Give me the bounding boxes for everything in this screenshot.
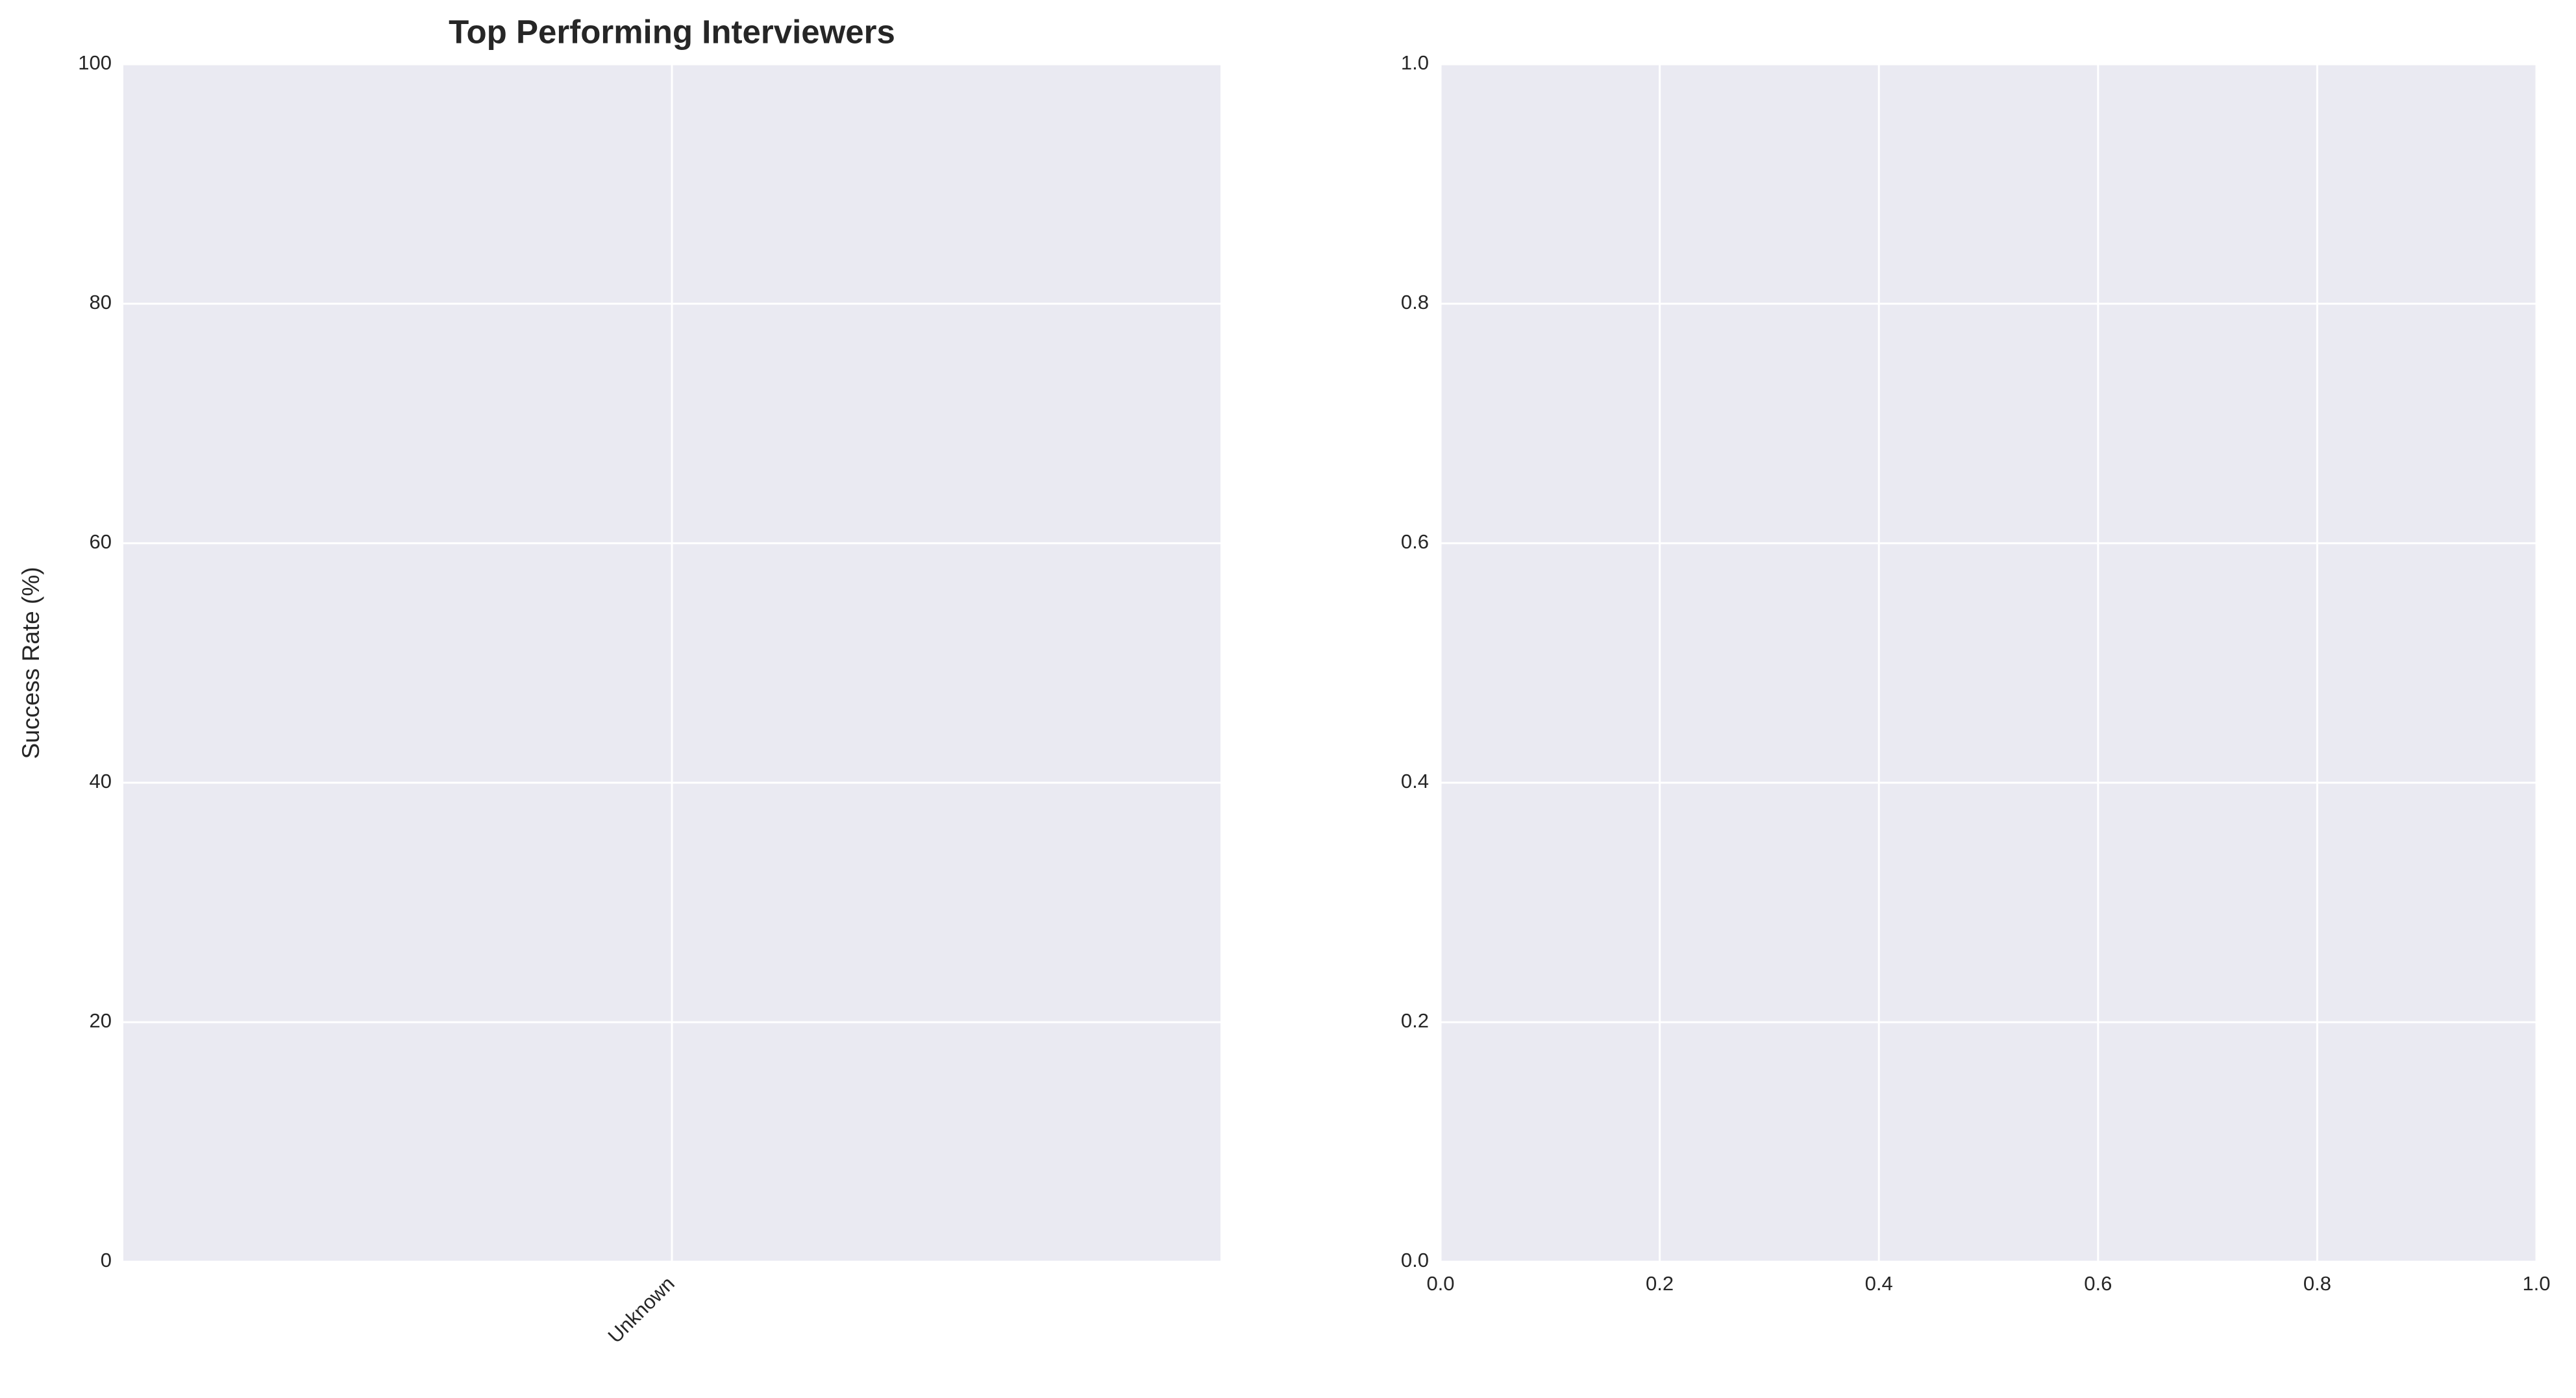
y-tick-label: 0.0 xyxy=(1401,1249,1429,1271)
y-tick-label: 0.6 xyxy=(1401,530,1429,553)
plot-area xyxy=(1441,64,2536,1262)
y-axis-label: Success Rate (%) xyxy=(18,567,44,759)
y-tick-label: 100 xyxy=(78,51,112,74)
y-tick-label: 80 xyxy=(90,291,112,313)
y-tick-label: 40 xyxy=(90,770,112,792)
x-tick-label: 0.8 xyxy=(2303,1272,2331,1295)
x-tick-label: 0.4 xyxy=(1865,1272,1893,1295)
x-tick-label: 0.6 xyxy=(2084,1272,2112,1295)
y-tick-label: 0.4 xyxy=(1401,770,1429,792)
x-tick-label: Unknown xyxy=(604,1272,679,1347)
y-tick-label: 0.2 xyxy=(1401,1009,1429,1032)
y-tick-label: 1.0 xyxy=(1401,51,1429,74)
x-tick-label: 1.0 xyxy=(2522,1272,2550,1295)
y-tick-label: 60 xyxy=(90,530,112,553)
x-tick-label: 0.2 xyxy=(1646,1272,1674,1295)
chart-title: Top Performing Interviewers xyxy=(449,13,895,50)
x-tick-label: 0.0 xyxy=(1426,1272,1454,1295)
y-tick-label: 20 xyxy=(90,1009,112,1032)
y-tick-label: 0.8 xyxy=(1401,291,1429,313)
y-tick-label: 0 xyxy=(101,1249,112,1271)
